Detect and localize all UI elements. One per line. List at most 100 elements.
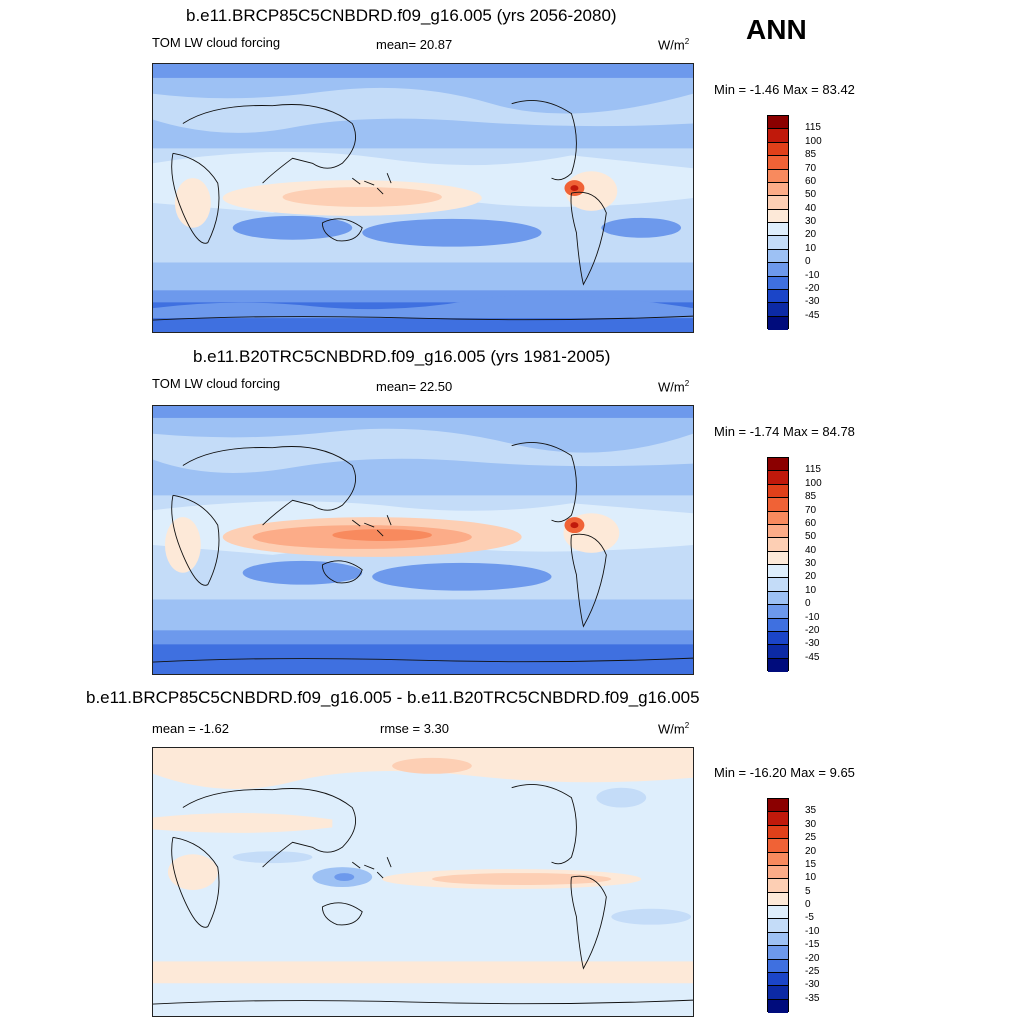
colorbar-swatch — [768, 865, 788, 880]
colorbar-swatch — [768, 484, 788, 499]
colorbar-swatch — [768, 892, 788, 906]
colorbar-tick-label: 115 — [805, 122, 821, 134]
colorbar-tick-label: 115 — [805, 464, 821, 476]
colorbar-tick-label: 100 — [805, 477, 822, 489]
colorbar-tick-label: 5 — [805, 885, 811, 897]
colorbar-tick-label: 50 — [805, 531, 817, 543]
colorbar-tick-label: -5 — [805, 912, 814, 924]
colorbar-tick-label: 70 — [805, 162, 817, 174]
colorbar-tick-label: 25 — [805, 832, 817, 844]
colorbar-swatch — [768, 458, 788, 472]
colorbar-swatch — [768, 156, 788, 170]
colorbar-tick-label: 20 — [805, 571, 817, 583]
colorbar-tick-label: 40 — [805, 544, 817, 556]
colorbar-tick-label: 0 — [805, 598, 811, 610]
panel-2-title: b.e11.B20TRC5CNBDRD.f09_g16.005 (yrs 198… — [193, 347, 611, 366]
colorbar-tick-label: 20 — [805, 845, 817, 857]
panel-3-map — [152, 747, 694, 1017]
colorbar-tick-label: -20 — [805, 282, 820, 294]
colorbar-tick-label: -10 — [805, 611, 820, 623]
panel-2-minmax: Min = -1.74 Max = 84.78 — [714, 424, 855, 439]
colorbar-swatch — [768, 289, 788, 304]
panel-1-colorbar: 115 100 85 70 60 50 40 30 20 10 0 -10 -20 -30 -45 — [767, 115, 822, 330]
colorbar-swatch — [768, 551, 788, 565]
panel-3-title: b.e11.BRCP85C5CNBDRD.f09_g16.005 - b.e11… — [86, 688, 700, 707]
colorbar-tick-label: -10 — [805, 925, 820, 937]
colorbar-tick-label: 60 — [805, 175, 817, 187]
colorbar-swatch — [768, 999, 788, 1013]
colorbar-swatch — [768, 645, 788, 659]
colorbar-swatch — [768, 605, 788, 619]
colorbar-swatch — [768, 116, 788, 130]
colorbar-swatch — [768, 799, 788, 813]
panel-3-colorbar: 35 30 25 20 15 10 5 0 -5 -10 -15 -20 -25 -30 -35 — [767, 798, 819, 1013]
colorbar-tick-label: -30 — [805, 296, 820, 308]
colorbar-tick-label: 15 — [805, 858, 817, 870]
colorbar-tick-label: 85 — [805, 491, 817, 503]
colorbar-tick-label: 10 — [805, 242, 817, 254]
panel-2-colorbar: 115 100 85 70 60 50 40 30 20 10 0 -10 -20 -30 -45 — [767, 457, 822, 672]
panel-1-map — [152, 63, 694, 333]
colorbar-swatch — [768, 196, 788, 210]
colorbar-tick-label: -10 — [805, 269, 820, 281]
colorbar-tick-label: -30 — [805, 979, 820, 991]
panel-3-units: W/m2 — [658, 721, 690, 737]
panel-3-mean: mean = -1.62 — [152, 721, 229, 736]
colorbar-swatch — [768, 986, 788, 1000]
panel-1-title: b.e11.BRCP85C5CNBDRD.f09_g16.005 (yrs 20… — [186, 6, 617, 25]
colorbar-swatch — [768, 498, 788, 512]
colorbar-swatch — [768, 538, 788, 552]
colorbar-tick-label: -25 — [805, 965, 820, 977]
colorbar-swatch — [768, 524, 788, 539]
colorbar-tick-label: -15 — [805, 939, 820, 951]
panel-1-units: W/m2 — [658, 37, 690, 53]
colorbar-tick-label: 50 — [805, 189, 817, 201]
colorbar-tick-label: 20 — [805, 229, 817, 241]
colorbar-tick-label: 30 — [805, 216, 817, 227]
colorbar-swatch — [768, 511, 788, 525]
colorbar-swatch — [768, 946, 788, 960]
colorbar-swatch — [768, 972, 788, 987]
colorbar-swatch — [768, 263, 788, 277]
colorbar-swatch — [768, 959, 788, 973]
colorbar-swatch — [768, 303, 788, 317]
colorbar-tick-label: 70 — [805, 504, 817, 516]
colorbar-swatch — [768, 471, 788, 485]
colorbar-tick-label: -35 — [805, 992, 820, 1004]
panel-2-variable: TOM LW cloud forcing — [152, 376, 281, 391]
colorbar-swatch — [768, 879, 788, 893]
colorbar-swatch — [768, 618, 788, 632]
colorbar-swatch — [768, 565, 788, 579]
panel-1-colorbar-swatches — [767, 115, 789, 330]
colorbar-swatch — [768, 236, 788, 250]
colorbar-tick-label: 30 — [805, 818, 817, 830]
panel-1-minmax: Min = -1.46 Max = 83.42 — [714, 82, 855, 97]
colorbar-tick-label: 0 — [805, 256, 811, 268]
colorbar-tick-label: 60 — [805, 517, 817, 529]
panel-1-mean: mean= 20.87 — [376, 37, 453, 52]
colorbar-swatch — [768, 578, 788, 592]
panel-3-colorbar-swatches — [767, 798, 789, 1013]
colorbar-tick-label: 100 — [805, 135, 822, 147]
colorbar-tick-label: 30 — [805, 558, 817, 569]
panel-2-mean: mean= 22.50 — [376, 379, 453, 394]
colorbar-swatch — [768, 658, 788, 672]
colorbar-tick-label: 10 — [805, 872, 817, 884]
panel-2-colorbar-swatches — [767, 457, 789, 672]
colorbar-tick-label: 85 — [805, 149, 817, 161]
colorbar-swatch — [768, 591, 788, 606]
colorbar-swatch — [768, 852, 788, 866]
colorbar-swatch — [768, 839, 788, 853]
colorbar-swatch — [768, 142, 788, 157]
colorbar-tick-label: 35 — [805, 805, 817, 817]
colorbar-tick-label: 40 — [805, 202, 817, 214]
colorbar-swatch — [768, 825, 788, 840]
colorbar-swatch — [768, 906, 788, 920]
colorbar-swatch — [768, 169, 788, 183]
panel-3-minmax: Min = -16.20 Max = 9.65 — [714, 765, 855, 780]
colorbar-tick-label: -30 — [805, 638, 820, 650]
colorbar-swatch — [768, 209, 788, 223]
season-label: ANN — [746, 14, 807, 45]
colorbar-tick-label: -20 — [805, 624, 820, 636]
colorbar-swatch — [768, 919, 788, 933]
